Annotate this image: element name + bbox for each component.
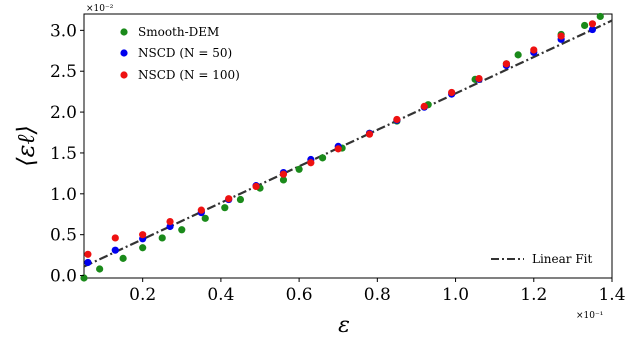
point-smooth-dem-22	[596, 12, 604, 21]
point-smooth-dem-11	[295, 165, 303, 173]
point-nscd-100-1	[111, 234, 119, 242]
point-nscd-100-3	[166, 218, 174, 226]
fit-legend: Linear Fit	[491, 252, 593, 266]
point-nscd-50-1	[111, 246, 119, 254]
point-nscd-100-0	[84, 250, 92, 258]
point-nscd-100-8	[307, 159, 315, 167]
x-tick-label: 1.0	[442, 285, 469, 305]
legend: Smooth-DEM NSCD (N = 50) NSCD (N = 100)	[120, 25, 240, 82]
x-axis-ticks: 0.2 0.4 0.6 0.8 1.0 1.2 1.4	[129, 278, 626, 305]
point-nscd-100-16	[530, 46, 538, 54]
y-tick-label: 0.0	[50, 267, 77, 287]
y-tick-label: 3.0	[50, 21, 77, 41]
point-nscd-100-14	[475, 74, 483, 83]
point-nscd-100-9	[334, 145, 342, 153]
y-tick-label: 2.0	[50, 103, 77, 123]
point-smooth-dem-1	[96, 265, 104, 273]
point-nscd-100-15	[502, 60, 510, 68]
point-smooth-dem-2	[119, 254, 127, 262]
legend-label-nscd-100: NSCD (N = 100)	[138, 68, 240, 82]
point-nscd-50-18	[588, 25, 597, 34]
point-nscd-100-10	[365, 130, 374, 138]
x-axis-label: ε	[338, 313, 350, 338]
point-smooth-dem-6	[201, 214, 209, 222]
x-tick-label: 0.2	[129, 285, 156, 305]
y-tick-label: 1.0	[50, 185, 77, 205]
point-nscd-100-12	[420, 102, 428, 110]
point-nscd-100-11	[393, 115, 401, 124]
x-tick-label: 0.6	[286, 285, 313, 305]
point-smooth-dem-7	[221, 204, 229, 212]
point-nscd-50-0	[84, 258, 92, 267]
point-smooth-dem-4	[158, 234, 166, 242]
points-layer	[80, 12, 604, 282]
point-smooth-dem-5	[178, 226, 186, 234]
x-tick-label: 1.4	[598, 285, 625, 305]
point-smooth-dem-12	[318, 154, 327, 162]
point-smooth-dem-0	[80, 274, 88, 282]
point-smooth-dem-21	[581, 21, 589, 30]
x-multiplier: ×10⁻¹	[576, 311, 603, 321]
y-tick-label: 2.5	[50, 62, 77, 82]
point-nscd-100-4	[197, 206, 205, 214]
point-nscd-100-17	[557, 32, 565, 40]
point-nscd-100-2	[139, 231, 147, 239]
x-tick-label: 0.8	[364, 285, 391, 305]
point-smooth-dem-8	[236, 195, 245, 204]
point-smooth-dem-19	[514, 51, 522, 59]
legend-marker-nscd-100	[120, 71, 128, 79]
point-nscd-100-5	[225, 195, 233, 203]
y-axis-ticks: 0.0 0.5 1.0 1.5 2.0 2.5 3.0	[50, 21, 84, 287]
point-nscd-100-18	[588, 20, 597, 28]
y-axis-label: ⟨εℓ⟩	[12, 125, 40, 167]
legend-marker-smooth-dem	[120, 28, 128, 36]
legend-label-smooth-dem: Smooth-DEM	[138, 25, 219, 39]
point-smooth-dem-3	[139, 244, 147, 252]
point-nscd-100-6	[252, 182, 260, 191]
plot-frame	[83, 13, 613, 279]
y-tick-label: 0.5	[50, 226, 77, 246]
point-nscd-100-13	[448, 88, 456, 97]
y-tick-label: 1.5	[50, 144, 77, 164]
legend-marker-nscd-50	[120, 49, 128, 57]
legend-label-nscd-50: NSCD (N = 50)	[138, 46, 232, 60]
legend-label-linear-fit: Linear Fit	[532, 252, 593, 266]
x-tick-label: 1.2	[520, 285, 547, 305]
y-multiplier: ×10⁻²	[86, 4, 114, 14]
x-tick-label: 0.4	[207, 285, 234, 305]
point-smooth-dem-10	[279, 176, 288, 184]
point-nscd-100-7	[279, 170, 288, 178]
